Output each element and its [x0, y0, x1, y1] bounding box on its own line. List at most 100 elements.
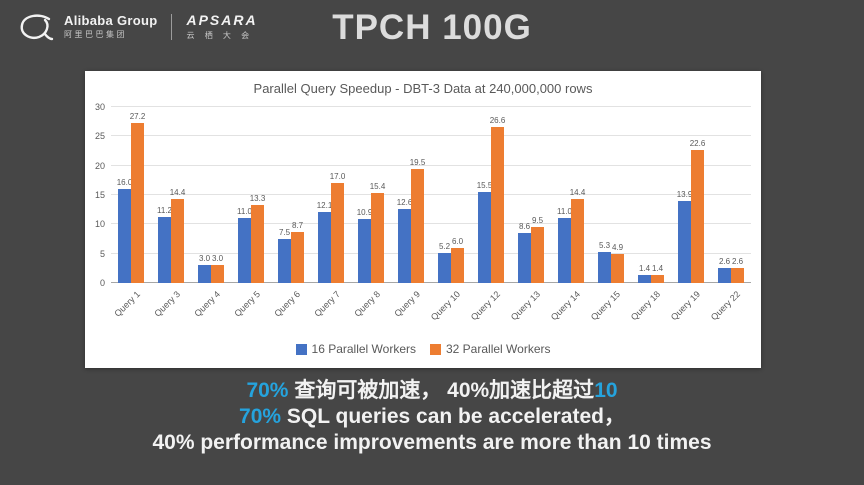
- bar-32-workers: [211, 265, 224, 283]
- y-axis-tick-label: 25: [94, 131, 105, 142]
- x-axis-category-label: Query 8: [352, 289, 383, 319]
- chart-legend: 16 Parallel Workers 32 Parallel Workers: [85, 342, 761, 356]
- bar-16-workers: [598, 251, 611, 283]
- bar-32-workers: [371, 192, 384, 283]
- bar-group: 5.2 6.0: [431, 107, 471, 283]
- bar-16-workers: [318, 212, 331, 283]
- apsara-wordmark: APSARA: [186, 11, 258, 28]
- x-axis-category-label: Query 15: [588, 289, 623, 323]
- x-axis-category-label: Query 14: [548, 289, 583, 323]
- x-axis-category-label: Query 13: [508, 289, 543, 323]
- bar-group: 12.6 19.5: [391, 107, 431, 283]
- bar-value-label: 2.6: [718, 256, 731, 266]
- bar-32-workers: [411, 168, 424, 283]
- bar-value-label: 27.2: [129, 112, 146, 122]
- bar-value-label: 1.4: [651, 263, 664, 273]
- x-axis-category-label: Query 10: [428, 289, 463, 323]
- bar-value-label: 17.0: [329, 172, 346, 182]
- x-axis-category-label: Query 1: [112, 289, 143, 319]
- bar-32-workers: [571, 198, 584, 283]
- bar-value-label: 12.1: [316, 201, 333, 211]
- bar-group: 2.6 2.6: [711, 107, 751, 283]
- legend-label: 32 Parallel Workers: [446, 342, 551, 356]
- bar-group: 12.1 17.0: [311, 107, 351, 283]
- chart-panel: Parallel Query Speedup - DBT-3 Data at 2…: [85, 71, 761, 368]
- caption-block: 70% 查询可被加速， 40%加速比超过10 70% SQL queries c…: [0, 378, 864, 456]
- y-axis-tick-label: 15: [94, 190, 105, 200]
- y-axis-tick-label: 10: [94, 219, 105, 230]
- bar-value-label: 22.6: [689, 139, 706, 149]
- bar-32-workers: [251, 204, 264, 283]
- bar-value-label: 6.0: [451, 236, 464, 246]
- bar-16-workers: [358, 219, 371, 283]
- bar-16-workers: [158, 217, 171, 283]
- bar-32-workers: [291, 231, 304, 283]
- bar-value-label: 8.7: [291, 220, 304, 230]
- bar-value-label: 15.4: [369, 181, 386, 191]
- caption-text: 40% performance improvements are more th…: [152, 431, 712, 454]
- bar-group: 11.0 14.4: [551, 107, 591, 283]
- bar-value-label: 19.5: [409, 157, 426, 167]
- y-axis-tick-label: 20: [94, 160, 105, 171]
- x-axis-category-label: Query 22: [708, 289, 743, 323]
- bar-value-label: 14.4: [169, 187, 186, 197]
- bar-32-workers: [331, 183, 344, 283]
- legend-entry: 16 Parallel Workers: [295, 342, 416, 356]
- bar-group: 11.2 14.4: [151, 107, 191, 283]
- bar-value-label: 1.4: [638, 263, 651, 273]
- bar-value-label: 14.4: [569, 187, 586, 197]
- bar-group: 11.0 13.3: [231, 107, 271, 283]
- bar-16-workers: [718, 267, 731, 283]
- bar-value-label: 11.2: [157, 206, 172, 216]
- x-axis-category-label: Query 9: [392, 289, 423, 319]
- caption-line-cn: 70% 查询可被加速， 40%加速比超过10: [0, 378, 864, 404]
- bar-16-workers: [438, 252, 451, 283]
- bar-value-label: 9.5: [531, 216, 544, 226]
- bar-32-workers: [131, 123, 144, 283]
- bar-16-workers: [238, 218, 251, 283]
- bar-16-workers: [678, 201, 691, 283]
- bar-16-workers: [118, 189, 131, 283]
- y-axis-tick-label: 0: [99, 278, 105, 288]
- x-axis-category-label: Query 19: [668, 289, 703, 323]
- bar-value-label: 11.0: [237, 207, 252, 217]
- bar-value-label: 15.5: [476, 181, 493, 191]
- bar-value-label: 10.9: [356, 208, 373, 218]
- caption-text: SQL queries can be accelerated，: [281, 405, 625, 428]
- bar-group: 8.6 9.5: [511, 107, 551, 283]
- bar-value-label: 3.0: [198, 254, 211, 264]
- bar-16-workers: [198, 265, 211, 283]
- gridline: [111, 194, 751, 195]
- chart-title: Parallel Query Speedup - DBT-3 Data at 2…: [253, 81, 593, 96]
- gridline: [111, 223, 751, 225]
- bar-value-label: 4.9: [611, 243, 624, 253]
- gridline: [111, 164, 751, 166]
- bar-group: 16.0 27.2: [111, 107, 151, 283]
- legend-label: 16 Parallel Workers: [311, 342, 416, 356]
- bar-32-workers: [691, 150, 704, 283]
- apsara-cn-wordmark: 云 栖 大 会: [186, 31, 254, 41]
- x-axis-category-label: Query 5: [232, 289, 263, 319]
- bar-group: 3.0 3.0: [191, 107, 231, 283]
- bar-16-workers: [558, 218, 571, 283]
- gridline: [111, 252, 751, 254]
- logo-cluster: Alibaba Group 阿里巴巴集团 APSARA 云 栖 大 会: [18, 12, 258, 42]
- y-axis-tick-label: 5: [99, 248, 105, 259]
- bar-group: 15.5 26.6: [471, 107, 511, 283]
- bar-16-workers: [398, 209, 411, 283]
- gridline: [111, 135, 751, 137]
- bar-group: 13.9 22.6: [671, 107, 711, 283]
- alibaba-logo-icon: [20, 14, 54, 41]
- legend-swatch-icon: [430, 343, 441, 355]
- bar-group: 10.9 15.4: [351, 107, 391, 283]
- bar-32-workers: [171, 198, 184, 283]
- bar-32-workers: [731, 267, 744, 283]
- bar-value-label: 3.0: [211, 254, 224, 264]
- x-axis-line: [111, 282, 751, 283]
- bar-value-label: 5.3: [598, 240, 611, 250]
- bar-32-workers: [531, 227, 544, 283]
- alibaba-group-wordmark: Alibaba Group: [64, 13, 158, 29]
- bar-16-workers: [478, 192, 491, 283]
- bar-group: 5.3 4.9: [591, 107, 631, 283]
- x-axis-category-label: Query 12: [468, 289, 503, 323]
